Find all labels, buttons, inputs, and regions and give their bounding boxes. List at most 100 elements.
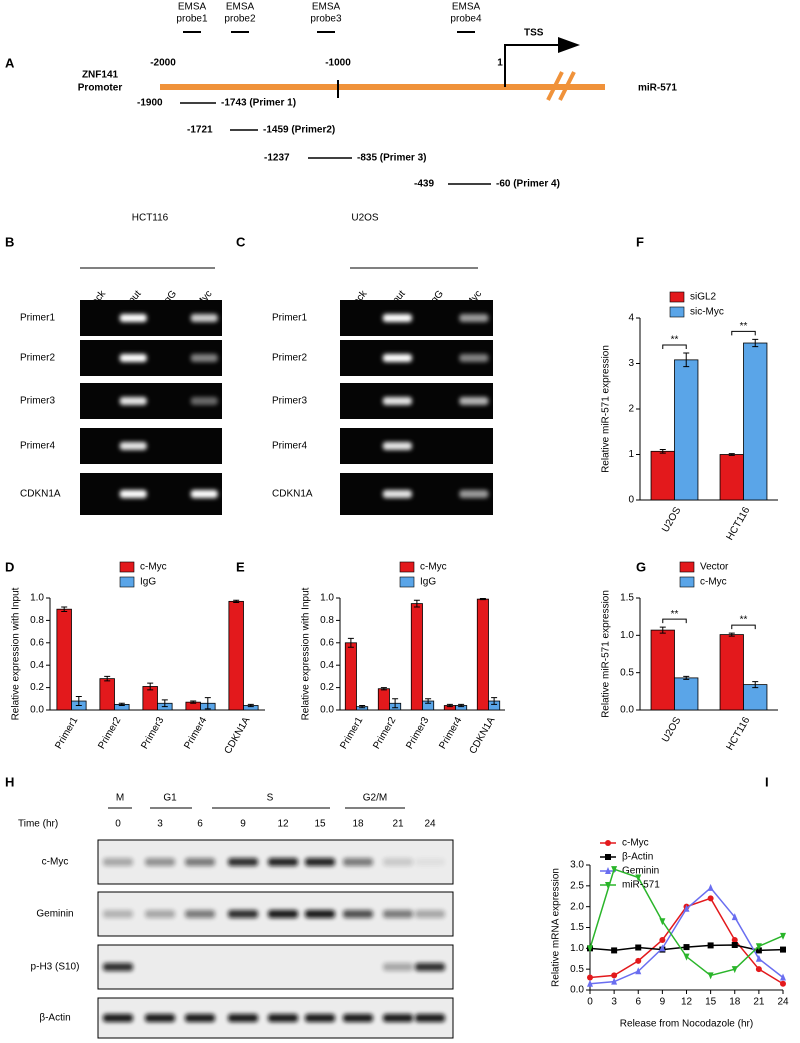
- y-tick-label: 0.2: [320, 682, 334, 693]
- probe-label: EMSA: [226, 2, 255, 13]
- y-axis-label: Relative expression with Input: [11, 587, 22, 720]
- bar: [476, 598, 489, 711]
- bar: [674, 677, 699, 711]
- gel-band: [459, 314, 489, 322]
- x-tick-label: 3: [611, 997, 617, 1008]
- time-value: 3: [157, 819, 163, 830]
- gel-band: [382, 442, 412, 450]
- primer-start: -1237: [264, 153, 290, 164]
- error-bar: [728, 632, 735, 637]
- row-label: Primer4: [20, 441, 55, 452]
- bar: [650, 450, 675, 501]
- point: [635, 874, 642, 882]
- x-tick-label: 6: [635, 997, 641, 1008]
- blot-band: [268, 1014, 298, 1022]
- y-axis-label: Relative expression with Input: [301, 587, 312, 720]
- y-axis-label: Relative miR-571 expression: [601, 590, 612, 718]
- error-bar: [104, 675, 111, 682]
- error-bar: [683, 352, 690, 368]
- point: [659, 918, 666, 926]
- gel-band: [190, 490, 218, 498]
- probe-label: probe3: [310, 14, 342, 25]
- x-tick-label: U2OS: [660, 715, 683, 744]
- point: [683, 904, 690, 912]
- y-tick-label: 0.4: [320, 660, 334, 671]
- blot-band: [343, 1014, 373, 1022]
- y-tick-label: 0.8: [320, 615, 334, 626]
- x-tick-label: 12: [681, 997, 693, 1008]
- legend-swatch: [119, 576, 135, 588]
- y-tick-label: 0.5: [570, 964, 584, 975]
- error-bar: [61, 606, 68, 612]
- bar: [674, 359, 699, 501]
- row-label: Geminin: [36, 909, 73, 920]
- error-bar: [446, 703, 453, 708]
- primer-start: -439: [414, 179, 434, 190]
- bar: [650, 629, 675, 711]
- error-bar: [118, 702, 125, 707]
- y-tick-label: 0.0: [620, 705, 634, 716]
- bar: [99, 678, 115, 711]
- time-label: Time (hr): [18, 819, 58, 830]
- gel-box: [340, 428, 493, 464]
- x-tick-label: Primer3: [404, 715, 431, 751]
- x-tick-label: 15: [705, 997, 717, 1008]
- position-label: 1: [497, 58, 503, 69]
- point: [635, 957, 642, 964]
- gel-band: [382, 490, 412, 498]
- blot-band: [383, 963, 413, 971]
- bar: [344, 642, 357, 711]
- point: [587, 979, 593, 987]
- y-tick-label: 1.5: [570, 922, 584, 933]
- bar: [743, 342, 768, 501]
- legend-marker: [605, 854, 611, 860]
- error-bar: [413, 599, 420, 608]
- bar: [410, 603, 423, 711]
- blot-band: [145, 858, 175, 866]
- point: [780, 973, 786, 981]
- x-tick-label: Primer1: [338, 715, 365, 751]
- point: [731, 966, 738, 974]
- blot-band: [103, 963, 133, 971]
- position-label: -2000: [150, 58, 176, 69]
- point: [707, 895, 714, 902]
- panel-label: C: [236, 234, 246, 249]
- x-tick-label: 21: [753, 997, 765, 1008]
- legend-swatch: [669, 306, 685, 318]
- gene-label: Promoter: [78, 83, 123, 94]
- gel-box: [80, 428, 222, 464]
- y-tick-label: 1.0: [570, 943, 584, 954]
- x-tick-label: 9: [660, 997, 666, 1008]
- panel-label: H: [5, 774, 14, 789]
- y-tick-label: 0.0: [320, 705, 334, 716]
- promoter-line: [160, 84, 605, 90]
- point: [731, 913, 738, 921]
- row-label: p-H3 (S10): [31, 962, 80, 973]
- blot-band: [103, 858, 133, 866]
- blot-band: [305, 858, 335, 866]
- point: [707, 972, 714, 980]
- y-tick-label: 1.0: [30, 593, 44, 604]
- legend-label: sic-Myc: [690, 307, 724, 318]
- x-tick-label: 24: [777, 997, 789, 1008]
- primer-end: -1459 (Primer2): [263, 125, 335, 136]
- error-bar: [380, 687, 387, 691]
- y-tick-label: 0.0: [570, 985, 584, 996]
- legend-label: miR-571: [622, 880, 660, 891]
- blot-band: [415, 1014, 445, 1022]
- panel-label: F: [636, 234, 644, 249]
- y-tick-label: 0.0: [30, 705, 44, 716]
- blot-band: [268, 858, 298, 866]
- gel-band: [382, 397, 412, 405]
- gel-band: [459, 354, 489, 362]
- x-tick-label: 18: [729, 997, 741, 1008]
- x-tick-label: 0: [587, 997, 593, 1008]
- gel-band: [190, 354, 218, 362]
- y-tick-label: 0.2: [30, 682, 44, 693]
- legend-label: c-Myc: [140, 562, 167, 573]
- point: [780, 932, 786, 940]
- y-tick-label: 1.0: [320, 593, 334, 604]
- significance-bracket: [662, 344, 687, 350]
- x-tick-label: CDKN1A: [468, 715, 498, 756]
